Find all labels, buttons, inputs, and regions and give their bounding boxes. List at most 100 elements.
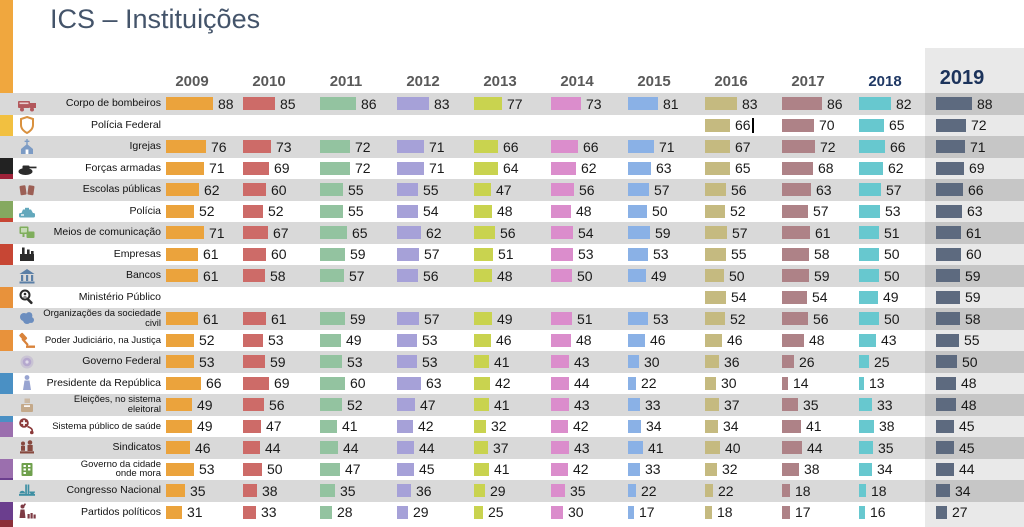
value-bar xyxy=(474,333,491,347)
year-header-2013: 2013 xyxy=(483,73,517,90)
value-bar xyxy=(397,505,408,519)
value-bar xyxy=(474,312,492,325)
value-label: 18 xyxy=(795,482,811,499)
value-label: 60 xyxy=(271,246,287,263)
value-label: 30 xyxy=(644,353,660,370)
value-label: 47 xyxy=(266,418,282,435)
value-label: 53 xyxy=(578,246,594,263)
row-label: Eleições, no sistema eleitoral xyxy=(73,394,161,415)
value-label: 16 xyxy=(870,504,886,521)
value-bar xyxy=(782,355,794,368)
table-row: Ministério Público 54 54 49 59 xyxy=(0,287,1024,309)
value-bar xyxy=(551,462,568,476)
value-bar xyxy=(859,226,879,239)
value-label: 49 xyxy=(346,332,362,349)
value-bar xyxy=(782,484,790,497)
value-label: 44 xyxy=(959,461,975,478)
value-label: 40 xyxy=(725,439,741,456)
value-bar xyxy=(782,226,810,239)
value-bar xyxy=(705,398,719,411)
value-bar xyxy=(397,441,414,454)
table-row: Poder Judiciário, na Justiça 52 53 49 53 46 48… xyxy=(0,330,1024,352)
text-cursor[interactable] xyxy=(752,117,754,133)
row-label: Ministério Público xyxy=(78,290,161,303)
value-label: 49 xyxy=(197,418,213,435)
value-bar xyxy=(166,247,198,261)
value-label: 53 xyxy=(422,353,438,370)
value-bar xyxy=(551,484,565,497)
value-label: 43 xyxy=(574,396,590,413)
value-label: 42 xyxy=(573,418,589,435)
value-label: 66 xyxy=(503,138,519,155)
value-label: 29 xyxy=(413,504,429,521)
value-bar xyxy=(320,419,337,433)
value-bar xyxy=(628,97,658,110)
value-label: 57 xyxy=(654,181,670,198)
value-bar xyxy=(166,269,198,282)
value-bar xyxy=(628,376,636,390)
value-label: 53 xyxy=(422,332,438,349)
value-label: 61 xyxy=(966,224,982,241)
value-bar xyxy=(166,183,199,196)
value-bar xyxy=(243,355,265,368)
value-label: 41 xyxy=(494,461,510,478)
value-label: 54 xyxy=(812,289,828,306)
value-label: 63 xyxy=(816,181,832,198)
value-bar xyxy=(782,441,802,454)
value-label: 57 xyxy=(424,246,440,263)
value-bar xyxy=(859,333,876,347)
value-bar xyxy=(628,355,639,368)
value-label: 63 xyxy=(656,160,672,177)
value-label: 35 xyxy=(340,482,356,499)
value-bar xyxy=(705,161,730,175)
value-bar xyxy=(936,183,963,196)
value-bar xyxy=(474,140,498,153)
police-badge-icon xyxy=(15,115,39,135)
value-bar xyxy=(782,419,801,433)
value-bar xyxy=(859,441,873,454)
value-label: 56 xyxy=(423,267,439,284)
row-label: Sistema público de saúde xyxy=(52,420,161,432)
value-bar xyxy=(628,140,654,153)
value-bar xyxy=(320,333,341,347)
table-row: Escolas públicas 62 60 55 55 47 56 57 56 63 57 66 xyxy=(0,179,1024,201)
value-label: 36 xyxy=(724,353,740,370)
value-label: 22 xyxy=(718,482,734,499)
value-label: 50 xyxy=(884,310,900,327)
value-bar xyxy=(936,376,956,390)
value-bar xyxy=(859,398,872,411)
row-label: Governo Federal xyxy=(82,355,161,367)
value-bar xyxy=(705,97,737,110)
value-label: 35 xyxy=(190,482,206,499)
value-bar xyxy=(551,398,569,411)
table-row: Bancos 61 58 57 56 48 50 49 50 59 50 59 xyxy=(0,265,1024,287)
value-label: 52 xyxy=(268,203,284,220)
value-label: 37 xyxy=(724,396,740,413)
value-label: 69 xyxy=(274,375,290,392)
value-label: 50 xyxy=(577,267,593,284)
value-bar xyxy=(320,398,342,411)
value-label: 66 xyxy=(735,117,751,134)
table-row: Governo Federal 53 59 53 53 41 43 30 36 26 25 50 xyxy=(0,351,1024,373)
row-label: Forças armadas xyxy=(85,161,161,174)
value-label: 46 xyxy=(496,332,512,349)
value-label: 71 xyxy=(209,224,225,241)
value-bar xyxy=(859,97,891,110)
value-bar xyxy=(936,97,972,110)
value-label: 54 xyxy=(578,224,594,241)
value-bar xyxy=(936,226,961,239)
table-row: Forças armadas 71 69 72 71 64 62 63 65 68 62 69 xyxy=(0,158,1024,180)
orator-crowd-icon xyxy=(15,502,39,522)
value-label: 48 xyxy=(961,396,977,413)
value-bar xyxy=(243,505,256,519)
year-header-2018: 2018 xyxy=(868,73,902,90)
bank-icon xyxy=(15,266,39,286)
value-bar xyxy=(474,398,489,411)
value-label: 44 xyxy=(574,375,590,392)
row-label: Partidos políticos xyxy=(81,505,161,518)
value-label: 71 xyxy=(429,160,445,177)
value-bar xyxy=(705,355,719,368)
value-bar xyxy=(166,355,194,368)
value-label: 43 xyxy=(574,439,590,456)
row-label: Sindicatos xyxy=(112,441,161,453)
